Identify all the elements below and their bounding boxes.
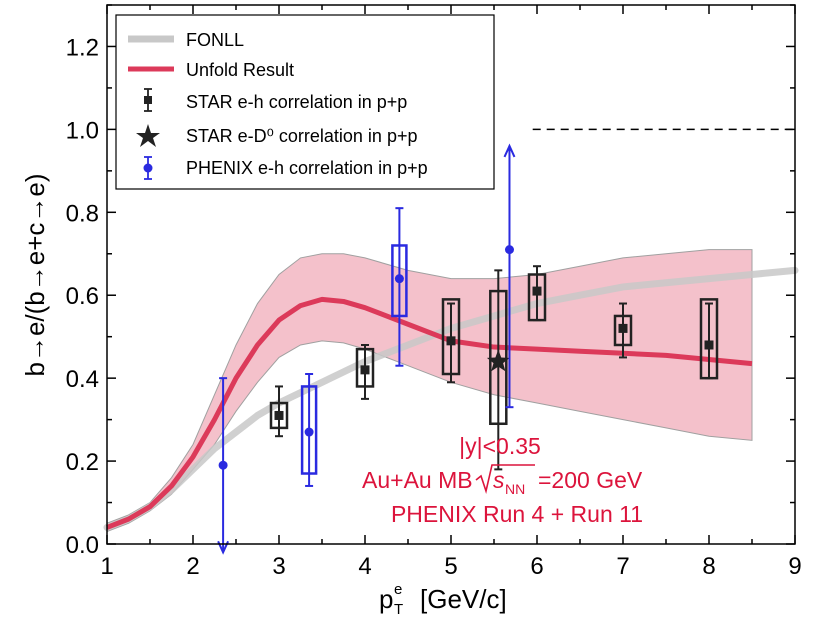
y-tick-label-6: 1.2 (66, 34, 99, 61)
star-eh-point-0 (269, 385, 289, 438)
x-axis-label-unit: [GeV/c] (420, 584, 507, 614)
star-eh-point-0-marker (274, 410, 284, 420)
annotation-s: s (493, 467, 505, 493)
x-tick-label-6: 7 (616, 553, 629, 580)
x-tick-label-4: 5 (444, 553, 457, 580)
unfold-line (106, 296, 753, 530)
star-eh-point-5 (699, 298, 719, 380)
y-tick-label-0: 0.0 (66, 532, 99, 559)
phenix-eh-point-1-marker (304, 427, 314, 437)
x-axis-label-sub: T (394, 601, 403, 618)
x-tick-label-1: 2 (186, 553, 199, 580)
x-tick-label-8: 9 (788, 553, 801, 580)
y-tick-label-1: 0.2 (66, 449, 99, 476)
legend-star-eh-marker (144, 88, 152, 112)
star-eh-point-4 (613, 302, 633, 359)
x-tick-label-3: 4 (358, 553, 371, 580)
legend-phenix-marker (143, 156, 153, 180)
phenix-eh-point-2-marker (394, 274, 404, 284)
legend: FONLL Unfold Result STAR e-h correlation… (115, 14, 495, 190)
x-tick-label-5: 6 (530, 553, 543, 580)
annotation-nn: NN (505, 481, 525, 497)
y-tick-label-2: 0.4 (66, 366, 99, 393)
phenix-eh-point-0-marker (218, 460, 228, 470)
x-axis-label: p e T [GeV/c] (379, 581, 507, 618)
x-axis-label-sup: e (394, 581, 402, 598)
legend-star-eh-label: STAR e-h correlation in p+p (186, 92, 407, 112)
legend-box (115, 14, 495, 190)
phenix-eh-point-3-marker (504, 245, 514, 255)
y-tick-label-5: 1.0 (66, 117, 99, 144)
phenix-eh-point-3 (503, 143, 516, 409)
legend-fonll-label: FONLL (186, 30, 244, 50)
star-eh-point-1-marker (360, 365, 370, 375)
y-tick-label-4: 0.8 (66, 200, 99, 227)
phenix-eh-point-0-arrow-down (217, 540, 230, 555)
star-eh-point-5-marker (704, 340, 714, 350)
y-tick-label-3: 0.6 (66, 283, 99, 310)
annotation-run: PHENIX Run 4 + Run 11 (391, 501, 643, 527)
annotation-energy: =200 GeV (538, 467, 643, 493)
points-layer (217, 143, 719, 555)
sqrt-sign (475, 464, 535, 494)
star-eh-point-2 (441, 298, 461, 384)
star-eh-point-1 (355, 343, 375, 400)
y-axis-label: b→e/(b→e+c→e) (20, 173, 50, 376)
phenix-eh-point-2 (391, 207, 408, 367)
unfold-layer (106, 296, 753, 530)
phenix-eh-point-3-arrow-up (503, 143, 516, 158)
star-ed0-point-0 (486, 269, 510, 471)
x-tick-label-0: 1 (100, 553, 113, 580)
star-eh-point-3 (527, 265, 547, 322)
star-ed0-point-0-marker (486, 349, 510, 372)
unfold-uncertainty-band (106, 249, 753, 533)
star-eh-point-4-marker (618, 323, 628, 333)
ticks-layer: 1 2 3 4 5 6 7 8 9 0.0 0.2 0.4 0.6 0.8 1.0 1.2 (66, 4, 802, 580)
x-tick-label-7: 8 (702, 553, 715, 580)
legend-star-ed0-label: STAR e-D⁰ correlation in p+p (186, 126, 417, 146)
x-tick-label-2: 3 (272, 553, 285, 580)
star-eh-point-2-marker (446, 336, 456, 346)
phenix-eh-point-1 (300, 373, 318, 487)
uncertainty-band-layer (106, 249, 753, 533)
x-axis-label-p: p (379, 584, 393, 614)
legend-unfold-label: Unfold Result (186, 60, 294, 80)
star-eh-point-3-marker (532, 286, 542, 296)
legend-phenix-label: PHENIX e-h correlation in p+p (186, 158, 428, 178)
phenix-eh-point-0 (217, 377, 230, 555)
annotation-system: Au+Au MB (362, 467, 473, 493)
annotation-rapidity: |y|<0.35 (459, 433, 541, 459)
legend-star-ed0-marker (136, 124, 160, 147)
